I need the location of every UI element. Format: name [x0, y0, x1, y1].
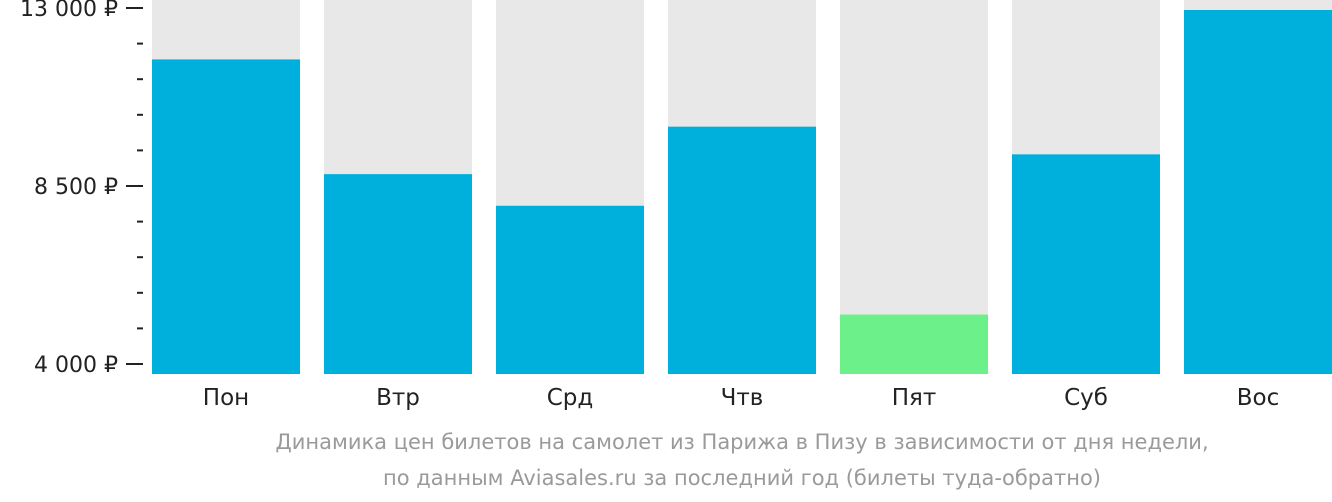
bar-2	[324, 174, 472, 374]
y-tick-label-1: 4 000 ₽	[34, 353, 118, 378]
bar-4	[668, 126, 816, 375]
bar-7	[1184, 9, 1332, 374]
y-tick-label-2: 8 500 ₽	[34, 175, 118, 200]
bar-3	[496, 205, 644, 374]
chart-caption-line-1: Динамика цен билетов на самолет из Париж…	[275, 430, 1209, 454]
bar-track-5	[840, 0, 988, 374]
x-tick-label-7: Вос	[1237, 385, 1280, 411]
bar-6	[1012, 154, 1160, 374]
x-tick-label-2: Втр	[376, 385, 420, 411]
bar-1	[152, 59, 300, 375]
chart-caption-line-2: по данным Aviasales.ru за последний год …	[383, 466, 1101, 490]
x-tick-label-5: Пят	[892, 385, 937, 411]
x-tick-label-4: Чтв	[721, 385, 764, 411]
bar-5	[840, 314, 988, 374]
x-tick-label-3: Срд	[547, 385, 594, 411]
y-tick-label-3: 13 000 ₽	[20, 0, 118, 22]
x-tick-label-1: Пон	[203, 385, 249, 411]
x-tick-label-6: Суб	[1064, 385, 1108, 411]
